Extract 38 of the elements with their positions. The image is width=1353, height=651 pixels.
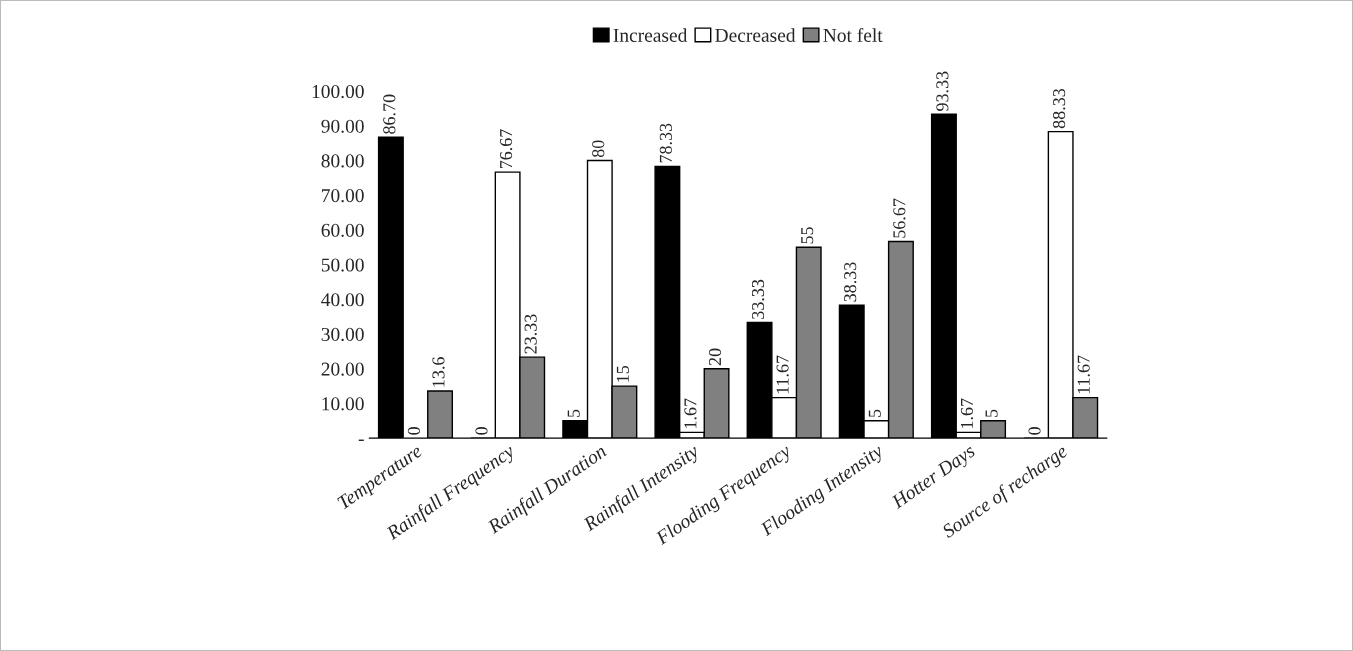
- data-label: 23.33: [524, 314, 537, 354]
- y-tick-label: 30.00: [321, 327, 364, 342]
- legend-label: Decreased: [715, 28, 796, 42]
- y-tick-label: 10.00: [322, 397, 364, 411]
- y-tick-label: 70.00: [322, 189, 364, 203]
- y-tick-label: 60.00: [321, 223, 364, 237]
- y-tick-label: 100.00: [312, 84, 364, 99]
- data-label: 33.33: [751, 279, 765, 319]
- data-label: 0: [1028, 427, 1041, 435]
- data-label: 20: [708, 348, 722, 366]
- y-tick-label: -: [358, 439, 364, 442]
- data-label: 56.67: [893, 198, 906, 238]
- y-tick-label: 80.00: [321, 154, 364, 168]
- data-label: 93.33: [936, 71, 949, 111]
- y-tick-label: 40.00: [321, 293, 364, 307]
- y-tick-label: 90.00: [321, 119, 364, 133]
- data-label: 78.33: [659, 123, 672, 163]
- data-label: 5: [567, 409, 580, 417]
- data-label: 1.67: [960, 398, 974, 428]
- data-label: 55: [801, 227, 814, 244]
- data-label: 80: [592, 140, 605, 158]
- data-label: 13.6: [432, 357, 445, 387]
- y-tick-label: 20.00: [321, 362, 364, 376]
- legend-label: Increased: [613, 28, 688, 42]
- data-label: 86.70: [383, 94, 396, 134]
- data-label: 5: [985, 409, 998, 417]
- data-label: 76.67: [500, 129, 513, 169]
- data-label: 11.67: [776, 355, 789, 394]
- data-label: 38.33: [844, 262, 857, 302]
- data-label: 88.33: [1053, 88, 1066, 129]
- y-tick-label: 50.00: [321, 258, 364, 272]
- data-label: 0: [475, 427, 488, 435]
- data-label: 11.67: [1077, 355, 1090, 394]
- data-label: 15: [616, 365, 629, 382]
- data-label: 0: [407, 427, 420, 435]
- data-label: 1.67: [684, 398, 697, 428]
- data-label: 5: [868, 409, 881, 417]
- legend-label: Not felt: [823, 28, 883, 42]
